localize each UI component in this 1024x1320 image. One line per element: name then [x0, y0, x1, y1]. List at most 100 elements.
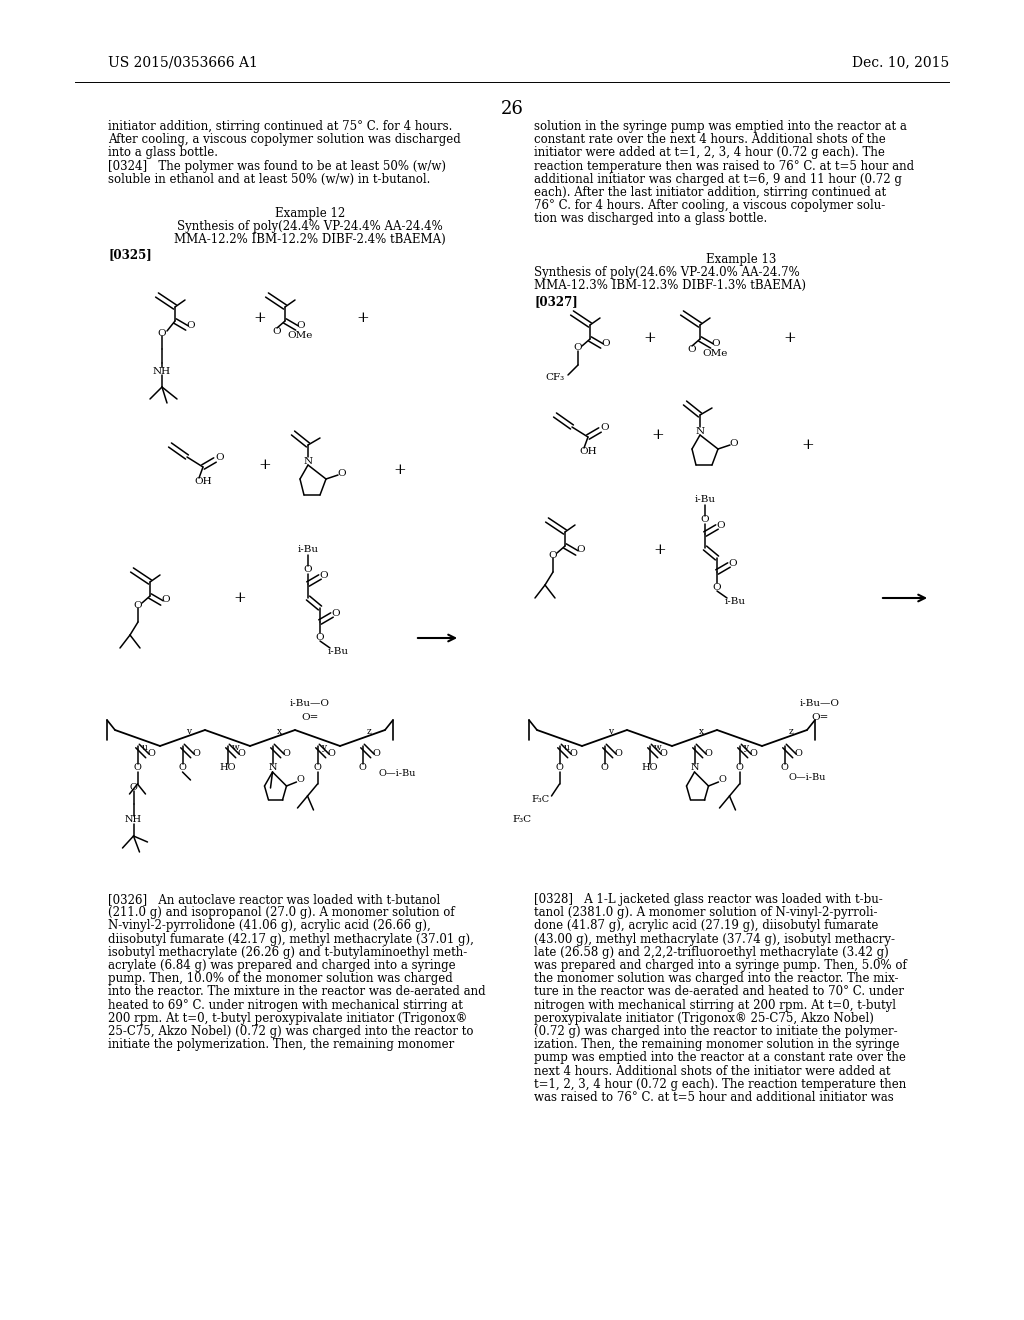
- Text: i-Bu—O: i-Bu—O: [800, 698, 840, 708]
- Text: N: N: [268, 763, 276, 772]
- Text: late (26.58 g) and 2,2,2-trifluoroethyl methacrylate (3.42 g): late (26.58 g) and 2,2,2-trifluoroethyl …: [534, 946, 889, 958]
- Text: i-Bu: i-Bu: [694, 495, 716, 504]
- Text: O: O: [688, 346, 696, 355]
- Text: +: +: [259, 458, 271, 473]
- Text: CF₃: CF₃: [545, 374, 564, 383]
- Text: O: O: [186, 321, 196, 330]
- Text: O: O: [238, 750, 246, 759]
- Text: O: O: [158, 329, 166, 338]
- Text: O: O: [719, 776, 726, 784]
- Text: O: O: [130, 784, 137, 792]
- Text: was raised to 76° C. at t=5 hour and additional initiator was: was raised to 76° C. at t=5 hour and add…: [534, 1092, 894, 1104]
- Text: ture in the reactor was de-aerated and heated to 70° C. under: ture in the reactor was de-aerated and h…: [534, 986, 904, 998]
- Text: N: N: [690, 763, 698, 772]
- Text: (0.72 g) was charged into the reactor to initiate the polymer-: (0.72 g) was charged into the reactor to…: [534, 1026, 898, 1038]
- Text: nitrogen with mechanical stirring at 200 rpm. At t=0, t-butyl: nitrogen with mechanical stirring at 200…: [534, 999, 896, 1011]
- Text: ization. Then, the remaining monomer solution in the syringe: ization. Then, the remaining monomer sol…: [534, 1039, 899, 1051]
- Text: OH: OH: [580, 446, 597, 455]
- Text: MMA-12.2% IBM-12.2% DIBF-2.4% tBAEMA): MMA-12.2% IBM-12.2% DIBF-2.4% tBAEMA): [174, 234, 445, 247]
- Text: O: O: [577, 545, 586, 554]
- Text: v: v: [186, 727, 191, 737]
- Text: [0327]: [0327]: [534, 294, 578, 308]
- Text: F₃C: F₃C: [512, 816, 531, 825]
- Text: x: x: [276, 727, 282, 737]
- Text: O: O: [750, 750, 758, 759]
- Text: into the reactor. The mixture in the reactor was de-aerated and: into the reactor. The mixture in the rea…: [108, 986, 485, 998]
- Text: y: y: [743, 743, 749, 752]
- Text: O: O: [134, 601, 142, 610]
- Text: +: +: [644, 331, 656, 345]
- Text: w: w: [653, 743, 662, 752]
- Text: tion was discharged into a glass bottle.: tion was discharged into a glass bottle.: [534, 213, 767, 226]
- Text: acrylate (6.84 g) was prepared and charged into a syringe: acrylate (6.84 g) was prepared and charg…: [108, 960, 456, 972]
- Text: [0326]   An autoclave reactor was loaded with t-butanol: [0326] An autoclave reactor was loaded w…: [108, 894, 440, 906]
- Text: O: O: [315, 632, 325, 642]
- Text: NH: NH: [125, 816, 142, 825]
- Text: OH: OH: [195, 477, 212, 486]
- Text: y: y: [322, 743, 327, 752]
- Text: O: O: [147, 750, 156, 759]
- Text: (43.00 g), methyl methacrylate (37.74 g), isobutyl methacry-: (43.00 g), methyl methacrylate (37.74 g)…: [534, 933, 895, 945]
- Text: additional initiator was charged at t=6, 9 and 11 hour (0.72 g: additional initiator was charged at t=6,…: [534, 173, 902, 186]
- Text: O: O: [730, 438, 738, 447]
- Text: O: O: [297, 321, 305, 330]
- Text: O: O: [705, 750, 713, 759]
- Text: 76° C. for 4 hours. After cooling, a viscous copolymer solu-: 76° C. for 4 hours. After cooling, a vis…: [534, 199, 886, 213]
- Text: N: N: [303, 457, 312, 466]
- Text: OMe: OMe: [702, 350, 727, 359]
- Text: Dec. 10, 2015: Dec. 10, 2015: [852, 55, 949, 69]
- Text: O: O: [573, 343, 583, 352]
- Text: pump was emptied into the reactor at a constant rate over the: pump was emptied into the reactor at a c…: [534, 1052, 906, 1064]
- Text: After cooling, a viscous copolymer solution was discharged: After cooling, a viscous copolymer solut…: [108, 133, 461, 147]
- Text: O: O: [304, 565, 312, 574]
- Text: +: +: [254, 312, 266, 325]
- Text: 25-C75, Akzo Nobel) (0.72 g) was charged into the reactor to: 25-C75, Akzo Nobel) (0.72 g) was charged…: [108, 1026, 473, 1038]
- Text: O: O: [659, 750, 668, 759]
- Text: MMA-12.3% IBM-12.3% DIBF-1.3% tBAEMA): MMA-12.3% IBM-12.3% DIBF-1.3% tBAEMA): [534, 280, 806, 292]
- Text: O: O: [602, 338, 610, 347]
- Text: was prepared and charged into a syringe pump. Then, 5.0% of: was prepared and charged into a syringe …: [534, 960, 906, 972]
- Text: u: u: [141, 743, 147, 752]
- Text: US 2015/0353666 A1: US 2015/0353666 A1: [108, 55, 258, 69]
- Text: Example 13: Example 13: [707, 253, 776, 267]
- Text: NH: NH: [153, 367, 171, 375]
- Text: reaction temperature then was raised to 76° C. at t=5 hour and: reaction temperature then was raised to …: [534, 160, 914, 173]
- Text: isobutyl methacrylate (26.26 g) and t-butylaminoethyl meth-: isobutyl methacrylate (26.26 g) and t-bu…: [108, 946, 467, 958]
- Text: O: O: [600, 763, 608, 772]
- Text: O: O: [272, 327, 282, 337]
- Text: O: O: [297, 776, 304, 784]
- Text: (211.0 g) and isopropanol (27.0 g). A monomer solution of: (211.0 g) and isopropanol (27.0 g). A mo…: [108, 907, 455, 919]
- Text: 200 rpm. At t=0, t-butyl peroxypivalate initiator (Trigonox®: 200 rpm. At t=0, t-butyl peroxypivalate …: [108, 1012, 467, 1024]
- Text: [0325]: [0325]: [108, 248, 152, 261]
- Text: O: O: [717, 520, 725, 529]
- Text: w: w: [231, 743, 240, 752]
- Text: Example 12: Example 12: [274, 207, 345, 220]
- Text: O: O: [614, 750, 623, 759]
- Text: z: z: [788, 727, 794, 737]
- Text: [0324]   The polymer was found to be at least 50% (w/w): [0324] The polymer was found to be at le…: [108, 160, 446, 173]
- Text: O: O: [556, 763, 563, 772]
- Text: O: O: [162, 595, 170, 605]
- Text: N: N: [695, 426, 705, 436]
- Text: i-Bu: i-Bu: [725, 598, 745, 606]
- Text: +: +: [653, 543, 667, 557]
- Text: pump. Then, 10.0% of the monomer solution was charged: pump. Then, 10.0% of the monomer solutio…: [108, 973, 453, 985]
- Text: O: O: [313, 763, 322, 772]
- Text: N-vinyl-2-pyrrolidone (41.06 g), acrylic acid (26.66 g),: N-vinyl-2-pyrrolidone (41.06 g), acrylic…: [108, 920, 431, 932]
- Text: O: O: [328, 750, 336, 759]
- Text: O: O: [780, 763, 788, 772]
- Text: each). After the last initiator addition, stirring continued at: each). After the last initiator addition…: [534, 186, 886, 199]
- Text: initiator were added at t=1, 2, 3, 4 hour (0.72 g each). The: initiator were added at t=1, 2, 3, 4 hou…: [534, 147, 885, 160]
- Text: O: O: [729, 558, 737, 568]
- Text: O=: O=: [301, 713, 318, 722]
- Text: O: O: [601, 422, 609, 432]
- Text: +: +: [651, 428, 665, 442]
- Text: u: u: [563, 743, 569, 752]
- Text: v: v: [608, 727, 613, 737]
- Text: O: O: [283, 750, 291, 759]
- Text: OMe: OMe: [287, 331, 312, 341]
- Text: O: O: [338, 469, 346, 478]
- Text: tanol (2381.0 g). A monomer solution of N-vinyl-2-pyrroli-: tanol (2381.0 g). A monomer solution of …: [534, 907, 878, 919]
- Text: done (41.87 g), acrylic acid (27.19 g), diisobutyl fumarate: done (41.87 g), acrylic acid (27.19 g), …: [534, 920, 879, 932]
- Text: O: O: [332, 609, 340, 618]
